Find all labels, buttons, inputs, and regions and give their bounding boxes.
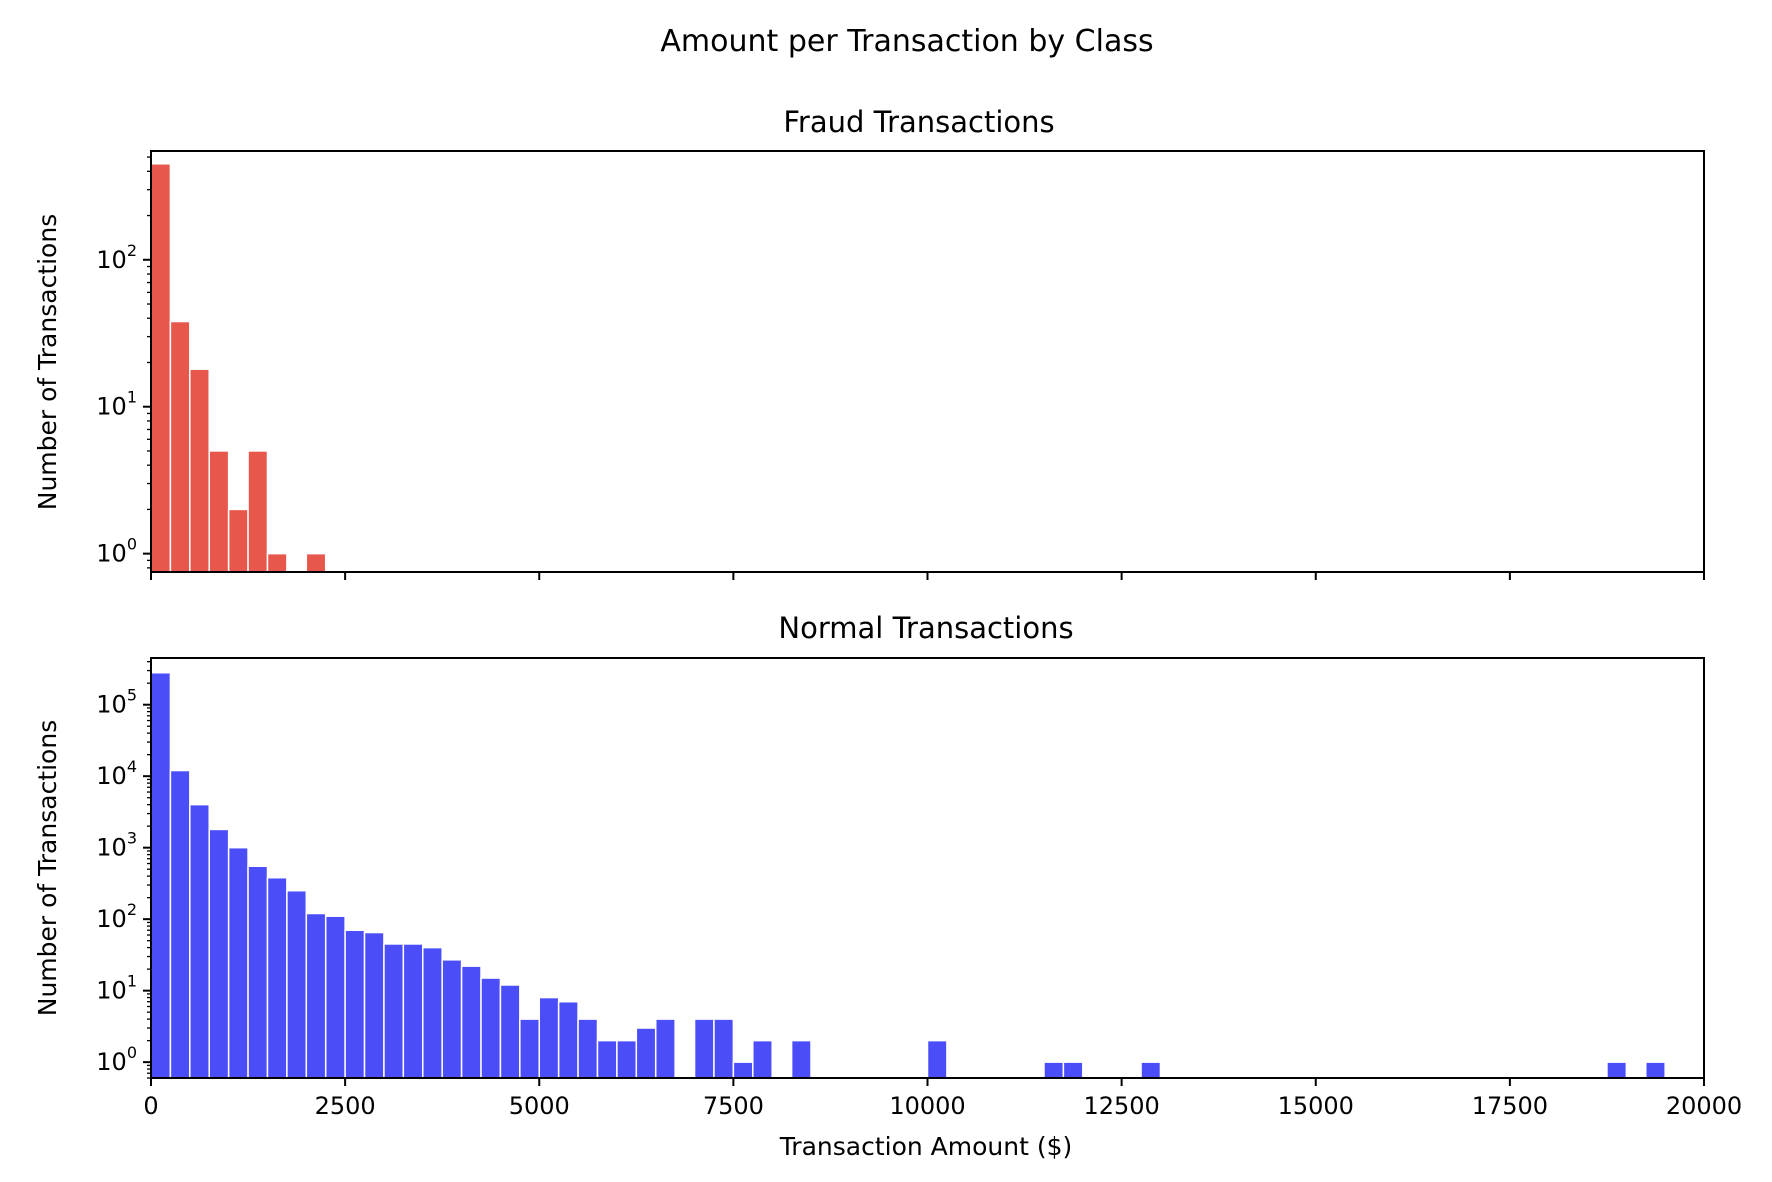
- y-tick-base: 10: [96, 393, 127, 421]
- y-tick-base: 10: [96, 540, 127, 568]
- fraud-bar-0: [150, 163, 172, 573]
- x-tick-label-8: 20000: [1666, 1092, 1742, 1120]
- normal-bar-16: [460, 965, 482, 1079]
- normal-bar-37: [1645, 1061, 1666, 1079]
- y-tick-base: 10: [96, 762, 127, 790]
- y-tick-exponent: 1: [127, 972, 137, 991]
- normal-bar-35: [1140, 1061, 1162, 1079]
- y-tick-label-5: 105: [96, 686, 137, 719]
- normal-bar-24: [616, 1039, 638, 1079]
- x-tick-label-0: 0: [143, 1092, 158, 1120]
- y-tick-exponent: 2: [127, 900, 137, 919]
- y-tick-exponent: 0: [127, 535, 137, 554]
- y-tick-exponent: 4: [127, 757, 137, 776]
- y-tick-base: 10: [96, 977, 127, 1005]
- normal-bar-30: [752, 1039, 773, 1079]
- y-tick-base: 10: [96, 691, 127, 719]
- normal-bar-32: [926, 1039, 948, 1079]
- y-tick-label-4: 104: [96, 757, 137, 790]
- normal-bar-33: [1043, 1061, 1065, 1079]
- x-tick-label-4: 10000: [889, 1092, 965, 1120]
- normal-bar-7: [286, 889, 308, 1079]
- normal-bar-31: [790, 1039, 812, 1079]
- normal-bar-2: [189, 803, 210, 1079]
- x-tick-label-7: 17500: [1472, 1092, 1548, 1120]
- normal-bar-4: [227, 846, 249, 1079]
- fraud-bar-4: [227, 508, 249, 573]
- normal-bar-6: [266, 876, 288, 1079]
- y-tick-label-3: 103: [96, 829, 137, 862]
- x-tick-label-6: 15000: [1278, 1092, 1354, 1120]
- fraud-y-axis-label: Number of Transactions: [33, 214, 62, 510]
- x-tick-label-1: 2500: [315, 1092, 376, 1120]
- y-tick-exponent: 1: [127, 388, 137, 407]
- normal-bar-28: [713, 1018, 735, 1079]
- normal-bar-36: [1606, 1061, 1628, 1079]
- fraud-bar-3: [208, 450, 230, 573]
- normal-bar-14: [422, 946, 443, 1079]
- normal-bar-1: [169, 769, 191, 1079]
- fraud-bar-7: [305, 552, 327, 573]
- x-tick-labels: 0 2500 5000 7500 10000 12500 15000 17500 20000: [143, 1092, 1742, 1120]
- y-tick-label-2: 102: [96, 241, 137, 274]
- y-tick-base: 10: [96, 905, 127, 933]
- normal-panel-title: Normal Transactions: [778, 611, 1073, 645]
- normal-bar-34: [1062, 1061, 1084, 1079]
- fraud-x-ticks: [150, 572, 1705, 580]
- normal-bar-19: [519, 1018, 541, 1079]
- normal-bar-17: [480, 977, 502, 1079]
- normal-bar-21: [557, 1000, 579, 1079]
- y-tick-label-1: 101: [96, 972, 137, 1005]
- normal-bar-9: [324, 915, 346, 1079]
- y-tick-base: 10: [96, 834, 127, 862]
- x-tick-label-5: 12500: [1083, 1092, 1159, 1120]
- normal-bar-27: [693, 1018, 715, 1079]
- y-tick-label-2: 102: [96, 900, 137, 933]
- y-tick-base: 10: [96, 246, 127, 274]
- x-axis-label: Transaction Amount ($): [779, 1132, 1073, 1161]
- normal-bar-26: [654, 1018, 676, 1079]
- normal-bar-11: [363, 931, 385, 1079]
- y-tick-label-0: 100: [96, 535, 137, 568]
- normal-bar-15: [441, 959, 463, 1079]
- normal-bar-12: [383, 943, 405, 1079]
- y-tick-label-1: 101: [96, 388, 137, 421]
- y-tick-exponent: 2: [127, 241, 137, 260]
- normal-bar-25: [635, 1027, 657, 1079]
- normal-bar-23: [596, 1039, 618, 1079]
- y-tick-exponent: 0: [127, 1043, 137, 1062]
- normal-bar-20: [538, 996, 560, 1079]
- normal-bar-13: [402, 943, 424, 1079]
- normal-bar-29: [732, 1061, 754, 1079]
- fraud-bar-6: [266, 552, 288, 573]
- fraud-bar-5: [247, 450, 269, 573]
- normal-bar-0: [150, 671, 172, 1079]
- fraud-panel-title: Fraud Transactions: [783, 105, 1054, 139]
- normal-bar-8: [305, 912, 327, 1079]
- normal-y-axis-label: Number of Transactions: [33, 720, 62, 1016]
- x-tick-label-2: 5000: [509, 1092, 570, 1120]
- y-tick-exponent: 5: [127, 686, 137, 705]
- normal-bar-5: [247, 865, 269, 1079]
- figure-title: Amount per Transaction by Class: [660, 24, 1153, 59]
- normal-bar-22: [577, 1018, 599, 1079]
- fraud-bar-1: [169, 320, 191, 573]
- x-tick-label-3: 7500: [703, 1092, 764, 1120]
- fraud-bar-2: [189, 368, 210, 573]
- y-tick-exponent: 3: [127, 829, 137, 848]
- normal-bar-3: [208, 828, 230, 1079]
- normal-x-ticks: [150, 1078, 1705, 1086]
- normal-bar-10: [344, 929, 366, 1079]
- fraud-bars: [150, 163, 327, 573]
- y-tick-base: 10: [96, 1048, 127, 1076]
- y-tick-label-0: 100: [96, 1043, 137, 1076]
- normal-bar-18: [499, 984, 521, 1079]
